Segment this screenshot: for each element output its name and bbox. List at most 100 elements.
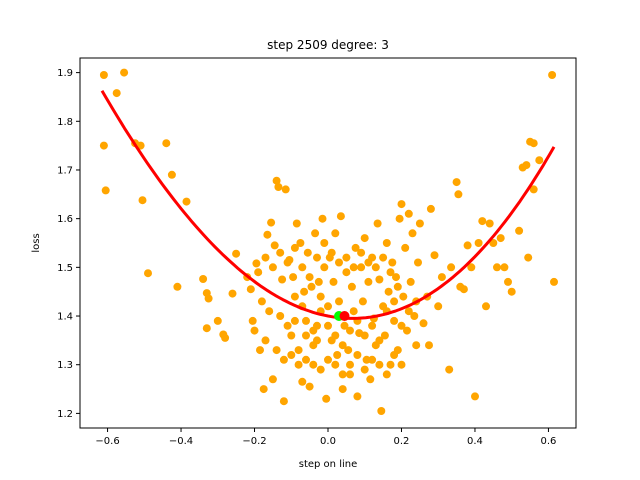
chart-title: step 2509 degree: 3 [267,38,389,52]
data-point [364,277,373,286]
data-point [311,229,320,238]
data-point [390,297,399,306]
data-point [112,89,121,98]
data-point [384,287,393,296]
data-point [261,253,270,262]
data-points [99,68,558,415]
data-point [397,321,406,330]
data-point [373,219,382,228]
data-point [403,326,411,335]
data-point [305,273,314,282]
y-tick-label: 1.7 [57,165,73,176]
data-point [338,370,347,379]
data-point [287,351,296,359]
data-point [276,312,285,320]
data-point [99,141,108,150]
data-point [360,365,369,374]
data-point [309,360,318,369]
data-point [329,277,338,286]
data-point [99,71,108,79]
y-tick-label: 1.3 [57,360,73,371]
data-point [349,263,358,272]
y-axis-ticks: 1.2 1.3 1.4 1.5 1.6 1.7 1.8 1.9 [57,68,80,420]
data-point [529,139,538,148]
data-point [353,351,362,359]
data-point [318,214,327,223]
data-point [182,197,191,206]
data-point [362,355,371,364]
data-point [335,297,343,306]
data-point [459,285,468,294]
data-point [252,259,261,268]
data-point [254,268,263,277]
data-point [213,316,222,325]
data-point [430,251,439,260]
data-point [338,385,347,394]
data-point [259,385,268,394]
data-point [535,156,544,165]
data-point [294,346,303,355]
data-point [305,382,314,391]
data-point [346,360,354,369]
data-point [296,239,305,247]
data-point [290,292,299,301]
data-point [393,282,402,291]
data-point [120,68,129,77]
data-point [550,277,558,286]
data-point [351,243,360,252]
data-point [500,263,509,272]
data-point [426,204,435,213]
data-point [314,277,323,286]
data-point [360,331,369,340]
data-point [463,241,472,250]
data-point [434,302,443,311]
data-point [380,331,389,340]
data-point [397,200,406,209]
x-tick-label: −0.6 [95,436,119,447]
data-point [167,170,176,179]
data-point [221,333,230,342]
y-tick-label: 1.6 [57,214,73,225]
data-point [371,263,380,272]
data-point [232,249,241,258]
data-point [346,326,354,335]
data-point [412,341,421,350]
data-point [358,297,367,306]
data-point [256,346,264,355]
x-tick-label: −0.4 [169,436,193,447]
data-point [335,258,343,267]
data-point [353,392,362,401]
data-point [302,316,310,325]
data-point [382,239,391,247]
data-point [327,248,336,257]
y-tick-label: 1.9 [57,68,73,79]
data-point [313,253,321,262]
x-tick-label: 0.6 [540,436,556,447]
data-point [375,275,384,284]
data-point [447,263,456,272]
data-point [482,302,490,311]
y-tick-label: 1.5 [57,263,73,274]
data-point [300,287,309,296]
data-point [404,307,413,316]
data-point [276,248,285,257]
data-point [419,319,428,328]
data-point [294,360,303,369]
data-point [344,346,353,355]
data-point [485,219,494,228]
data-point [316,365,325,374]
data-point [368,355,377,364]
x-tick-label: −0.2 [242,436,266,447]
data-point [138,196,147,205]
data-point [504,277,512,286]
data-point [496,234,505,243]
data-point [404,209,413,218]
data-point [298,377,307,386]
data-point [522,161,531,170]
data-point [307,282,316,291]
x-axis-ticks: −0.6 −0.4 −0.2 0.0 0.2 0.4 0.6 [95,428,556,447]
data-point [548,71,557,79]
data-point [342,268,351,277]
x-tick-label: 0.4 [467,436,483,447]
